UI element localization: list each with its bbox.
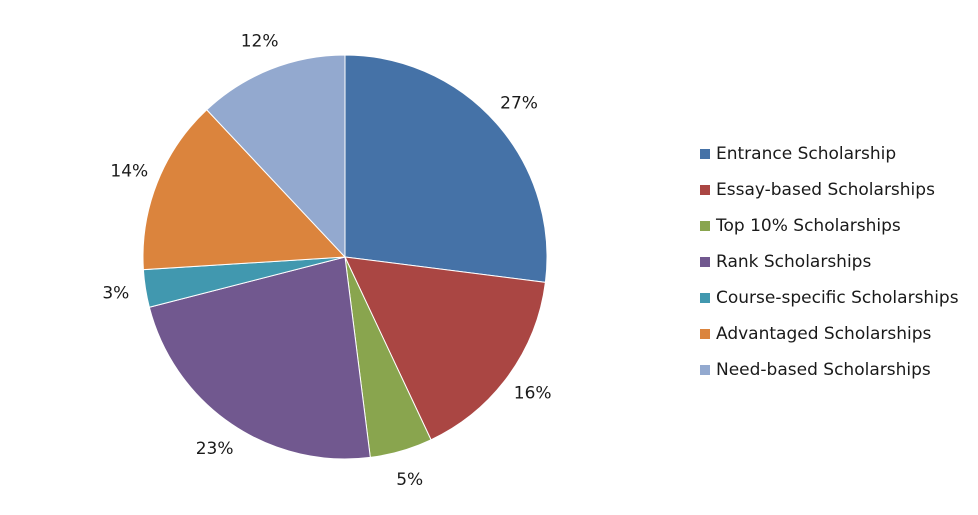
- legend-swatch: [700, 221, 710, 231]
- legend-swatch: [700, 329, 710, 339]
- slice-label-advantaged-scholarships: 14%: [110, 162, 148, 182]
- legend-swatch: [700, 257, 710, 267]
- legend-item-essay-based-scholarships: Essay-based Scholarships: [700, 172, 970, 208]
- slice-label-top-10pct-scholarships: 5%: [396, 470, 423, 490]
- legend-item-course-specific-scholarships: Course-specific Scholarships: [700, 280, 970, 316]
- legend-swatch: [700, 293, 710, 303]
- pie-slice-entrance-scholarship: [344, 54, 548, 283]
- slice-label-entrance-scholarship: 27%: [500, 94, 538, 114]
- pie-slice-rank-scholarships: [148, 256, 371, 460]
- legend-label: Entrance Scholarship: [716, 144, 897, 164]
- legend-label: Essay-based Scholarships: [716, 180, 935, 200]
- slice-label-rank-scholarships: 23%: [196, 439, 234, 459]
- chart-legend: Entrance Scholarship Essay-based Scholars…: [700, 136, 970, 388]
- legend-label: Need-based Scholarships: [716, 360, 931, 380]
- legend-label: Advantaged Scholarships: [716, 324, 932, 344]
- legend-swatch: [700, 149, 710, 159]
- pie-slice-need-based-scholarships: [206, 54, 346, 259]
- pie-slice-essay-based-scholarships: [344, 256, 546, 441]
- legend-item-advantaged-scholarships: Advantaged Scholarships: [700, 316, 970, 352]
- slice-label-essay-based-scholarships: 16%: [514, 383, 552, 403]
- slice-label-need-based-scholarships: 12%: [241, 31, 279, 51]
- slice-label-course-specific-scholarships: 3%: [102, 283, 129, 303]
- legend-item-entrance-scholarship: Entrance Scholarship: [700, 136, 970, 172]
- legend-item-rank-scholarships: Rank Scholarships: [700, 244, 970, 280]
- pie-slice-advantaged-scholarships: [142, 109, 347, 271]
- legend-label: Rank Scholarships: [716, 252, 872, 272]
- legend-item-need-based-scholarships: Need-based Scholarships: [700, 352, 970, 388]
- legend-label: Top 10% Scholarships: [716, 216, 901, 236]
- legend-swatch: [700, 185, 710, 195]
- legend-swatch: [700, 365, 710, 375]
- legend-label: Course-specific Scholarships: [716, 288, 959, 308]
- legend-item-top-10pct-scholarships: Top 10% Scholarships: [700, 208, 970, 244]
